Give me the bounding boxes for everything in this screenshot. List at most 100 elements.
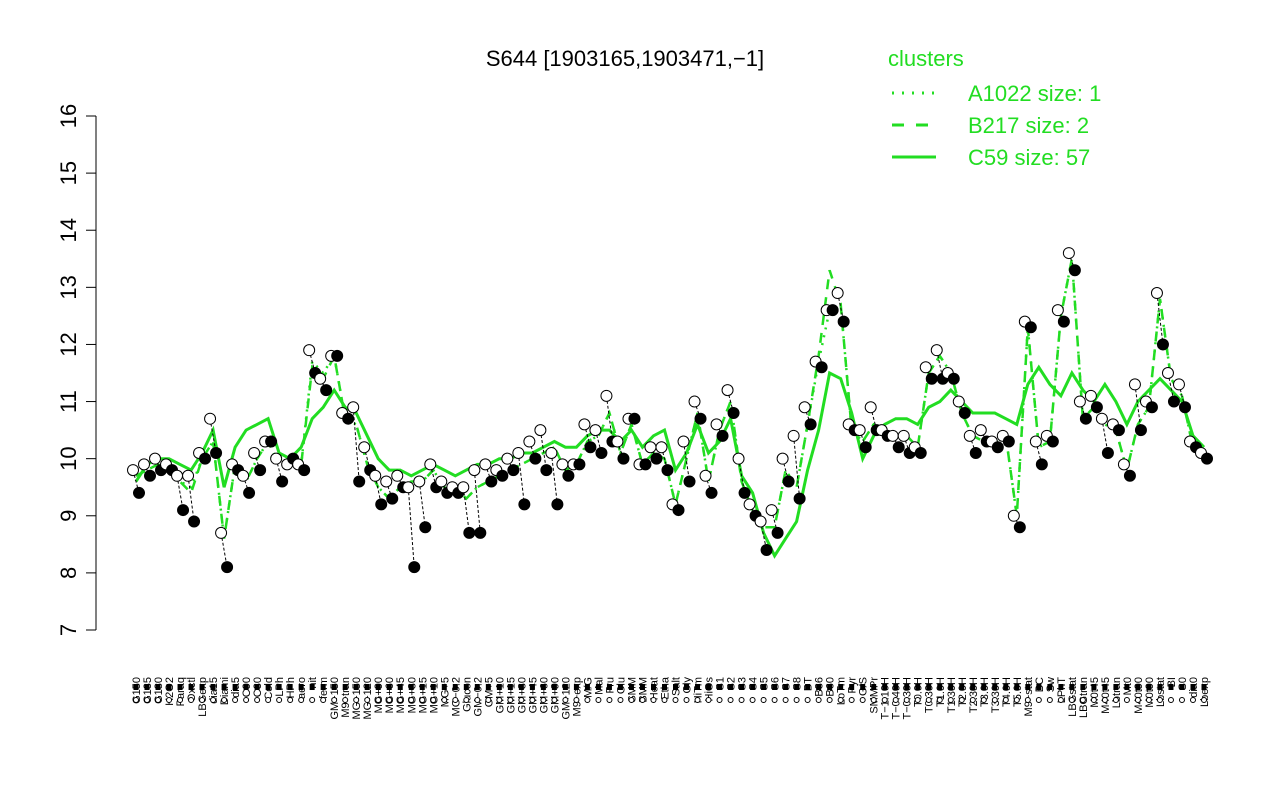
y-tick-label: 13 bbox=[56, 275, 81, 299]
data-point-filled bbox=[1024, 321, 1037, 334]
data-point-filled bbox=[562, 469, 575, 482]
data-point-open bbox=[424, 458, 437, 471]
x-marker bbox=[606, 697, 613, 703]
data-point-filled bbox=[507, 464, 520, 477]
data-point-filled bbox=[221, 561, 234, 574]
x-tick-label: aero bbox=[296, 677, 308, 699]
data-point-open bbox=[655, 441, 668, 454]
x-marker bbox=[639, 697, 646, 703]
data-point-filled bbox=[793, 492, 806, 505]
x-tick-label: Oxctl bbox=[186, 677, 198, 702]
data-point-filled bbox=[1178, 401, 1191, 414]
x-marker bbox=[155, 697, 162, 703]
data-point-open bbox=[182, 469, 195, 482]
x-tick-label: G/S bbox=[858, 677, 870, 696]
x-tick-label: B60 bbox=[825, 677, 837, 697]
x-tick-label: S6 bbox=[770, 677, 782, 690]
data-point-open bbox=[743, 498, 756, 511]
data-point-filled bbox=[353, 475, 366, 488]
x-marker bbox=[991, 697, 998, 703]
x-marker bbox=[1090, 697, 1097, 703]
data-point-filled bbox=[133, 486, 145, 499]
data-point-open bbox=[248, 446, 261, 459]
data-point-open bbox=[787, 429, 800, 442]
point-connector bbox=[539, 430, 547, 471]
x-marker bbox=[144, 697, 151, 703]
data-point-filled bbox=[716, 429, 729, 442]
x-marker bbox=[309, 697, 316, 703]
x-marker bbox=[804, 697, 811, 703]
x-tick-label: Mal bbox=[593, 677, 605, 695]
data-point-filled bbox=[1013, 521, 1026, 534]
x-marker bbox=[1002, 697, 1009, 703]
x-marker bbox=[221, 697, 228, 703]
x-marker bbox=[265, 697, 272, 703]
x-marker bbox=[1057, 697, 1064, 703]
point-connector bbox=[407, 487, 415, 568]
data-point-filled bbox=[738, 486, 751, 499]
data-point-filled bbox=[1134, 424, 1147, 437]
y-tick-label: 16 bbox=[56, 104, 81, 128]
data-point-open bbox=[303, 344, 316, 357]
x-marker bbox=[1201, 697, 1207, 703]
point-connector bbox=[517, 452, 525, 505]
data-point-filled bbox=[1035, 458, 1048, 471]
y-tick-label: 12 bbox=[56, 332, 81, 356]
x-marker bbox=[749, 697, 756, 703]
x-marker bbox=[826, 697, 833, 703]
x-marker bbox=[782, 697, 789, 703]
data-point-open bbox=[886, 429, 899, 442]
x-tick-label: MG+90 bbox=[373, 677, 385, 713]
x-marker bbox=[628, 697, 635, 703]
x-tick-label: Cold bbox=[263, 677, 275, 700]
data-point-filled bbox=[991, 441, 1004, 454]
x-marker bbox=[903, 697, 910, 703]
data-point-filled bbox=[265, 435, 278, 448]
data-point-filled bbox=[771, 526, 784, 539]
data-point-open bbox=[699, 469, 712, 482]
data-point-filled bbox=[1046, 435, 1059, 448]
x-tick-label: S3 bbox=[737, 677, 749, 690]
data-point-open bbox=[1150, 287, 1163, 300]
point-connector bbox=[352, 407, 360, 482]
x-tick-label: M9−exp bbox=[571, 677, 583, 716]
x-tick-label: LPhT bbox=[1056, 677, 1068, 704]
x-marker bbox=[1156, 697, 1163, 703]
point-connector bbox=[550, 452, 558, 505]
x-tick-label: M/G bbox=[582, 677, 594, 698]
x-tick-label: dia0 bbox=[1188, 677, 1200, 698]
x-tick-label: Heat bbox=[648, 677, 660, 700]
x-tick-label: BT bbox=[803, 677, 815, 691]
x-tick-label: GM+15 bbox=[505, 677, 517, 713]
x-marker bbox=[694, 697, 701, 703]
data-point-filled bbox=[584, 441, 597, 454]
point-connector bbox=[418, 481, 426, 528]
y-tick-label: 9 bbox=[56, 510, 81, 522]
x-marker bbox=[353, 697, 360, 703]
data-point-filled bbox=[1057, 315, 1070, 328]
points-layer bbox=[127, 247, 1213, 574]
point-connector bbox=[727, 390, 735, 414]
x-tick-label: T1.30H bbox=[946, 677, 958, 713]
data-point-open bbox=[1172, 378, 1185, 391]
x-marker bbox=[452, 697, 459, 703]
data-point-open bbox=[754, 515, 767, 528]
x-tick-label: M9−stat bbox=[1023, 677, 1035, 716]
x-marker bbox=[408, 697, 415, 703]
x-tick-label: Glucon bbox=[461, 677, 473, 712]
data-point-filled bbox=[958, 406, 971, 419]
x-marker bbox=[419, 697, 426, 703]
data-point-open bbox=[600, 389, 613, 402]
data-point-filled bbox=[837, 315, 850, 328]
x-tick-label: C90 bbox=[241, 677, 253, 697]
x-marker bbox=[529, 697, 536, 703]
x-marker bbox=[199, 697, 206, 703]
data-point-filled bbox=[1079, 412, 1092, 425]
data-point-filled bbox=[1145, 401, 1158, 414]
x-tick-label: nit bbox=[307, 677, 319, 689]
data-point-open bbox=[556, 458, 569, 471]
x-marker bbox=[716, 697, 723, 703]
data-point-filled bbox=[210, 446, 223, 459]
x-tick-label: GM+60 bbox=[538, 677, 550, 713]
data-point-open bbox=[952, 395, 965, 408]
